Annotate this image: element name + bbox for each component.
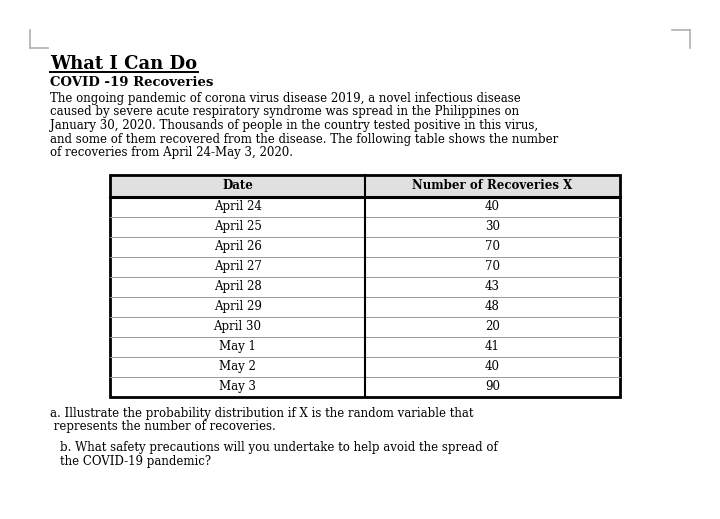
- Text: COVID -19 Recoveries: COVID -19 Recoveries: [50, 76, 213, 89]
- Text: April 26: April 26: [214, 240, 261, 253]
- Text: 20: 20: [485, 320, 500, 333]
- Text: 30: 30: [485, 220, 500, 233]
- Text: The ongoing pandemic of corona virus disease 2019, a novel infectious disease: The ongoing pandemic of corona virus dis…: [50, 92, 521, 105]
- Text: January 30, 2020. Thousands of people in the country tested positive in this vir: January 30, 2020. Thousands of people in…: [50, 119, 538, 132]
- Text: b. What safety precautions will you undertake to help avoid the spread of: b. What safety precautions will you unde…: [60, 442, 498, 455]
- Text: and some of them recovered from the disease. The following table shows the numbe: and some of them recovered from the dise…: [50, 132, 558, 145]
- Text: 40: 40: [485, 360, 500, 373]
- Text: May 3: May 3: [219, 380, 256, 393]
- Text: the COVID-19 pandemic?: the COVID-19 pandemic?: [60, 455, 211, 468]
- Text: Number of Recoveries X: Number of Recoveries X: [413, 179, 572, 192]
- Text: May 2: May 2: [219, 360, 256, 373]
- Text: April 25: April 25: [214, 220, 261, 233]
- Text: a. Illustrate the probability distribution if X is the random variable that: a. Illustrate the probability distributi…: [50, 406, 474, 419]
- Text: 41: 41: [485, 340, 500, 353]
- Text: 70: 70: [485, 240, 500, 253]
- Bar: [110, 174, 620, 197]
- Text: April 29: April 29: [214, 300, 261, 313]
- Text: April 27: April 27: [214, 260, 261, 273]
- Text: 40: 40: [485, 200, 500, 213]
- Text: 43: 43: [485, 280, 500, 293]
- Text: of recoveries from April 24-May 3, 2020.: of recoveries from April 24-May 3, 2020.: [50, 146, 293, 159]
- Text: 90: 90: [485, 380, 500, 393]
- Text: Date: Date: [222, 179, 253, 192]
- Text: April 30: April 30: [214, 320, 261, 333]
- Bar: [110, 174, 620, 397]
- Text: 70: 70: [485, 260, 500, 273]
- Text: represents the number of recoveries.: represents the number of recoveries.: [50, 420, 276, 433]
- Text: April 24: April 24: [214, 200, 261, 213]
- Text: April 28: April 28: [214, 280, 261, 293]
- Text: caused by severe acute respiratory syndrome was spread in the Philippines on: caused by severe acute respiratory syndr…: [50, 105, 519, 118]
- Text: 48: 48: [485, 300, 500, 313]
- Text: May 1: May 1: [219, 340, 256, 353]
- Text: What I Can Do: What I Can Do: [50, 55, 197, 73]
